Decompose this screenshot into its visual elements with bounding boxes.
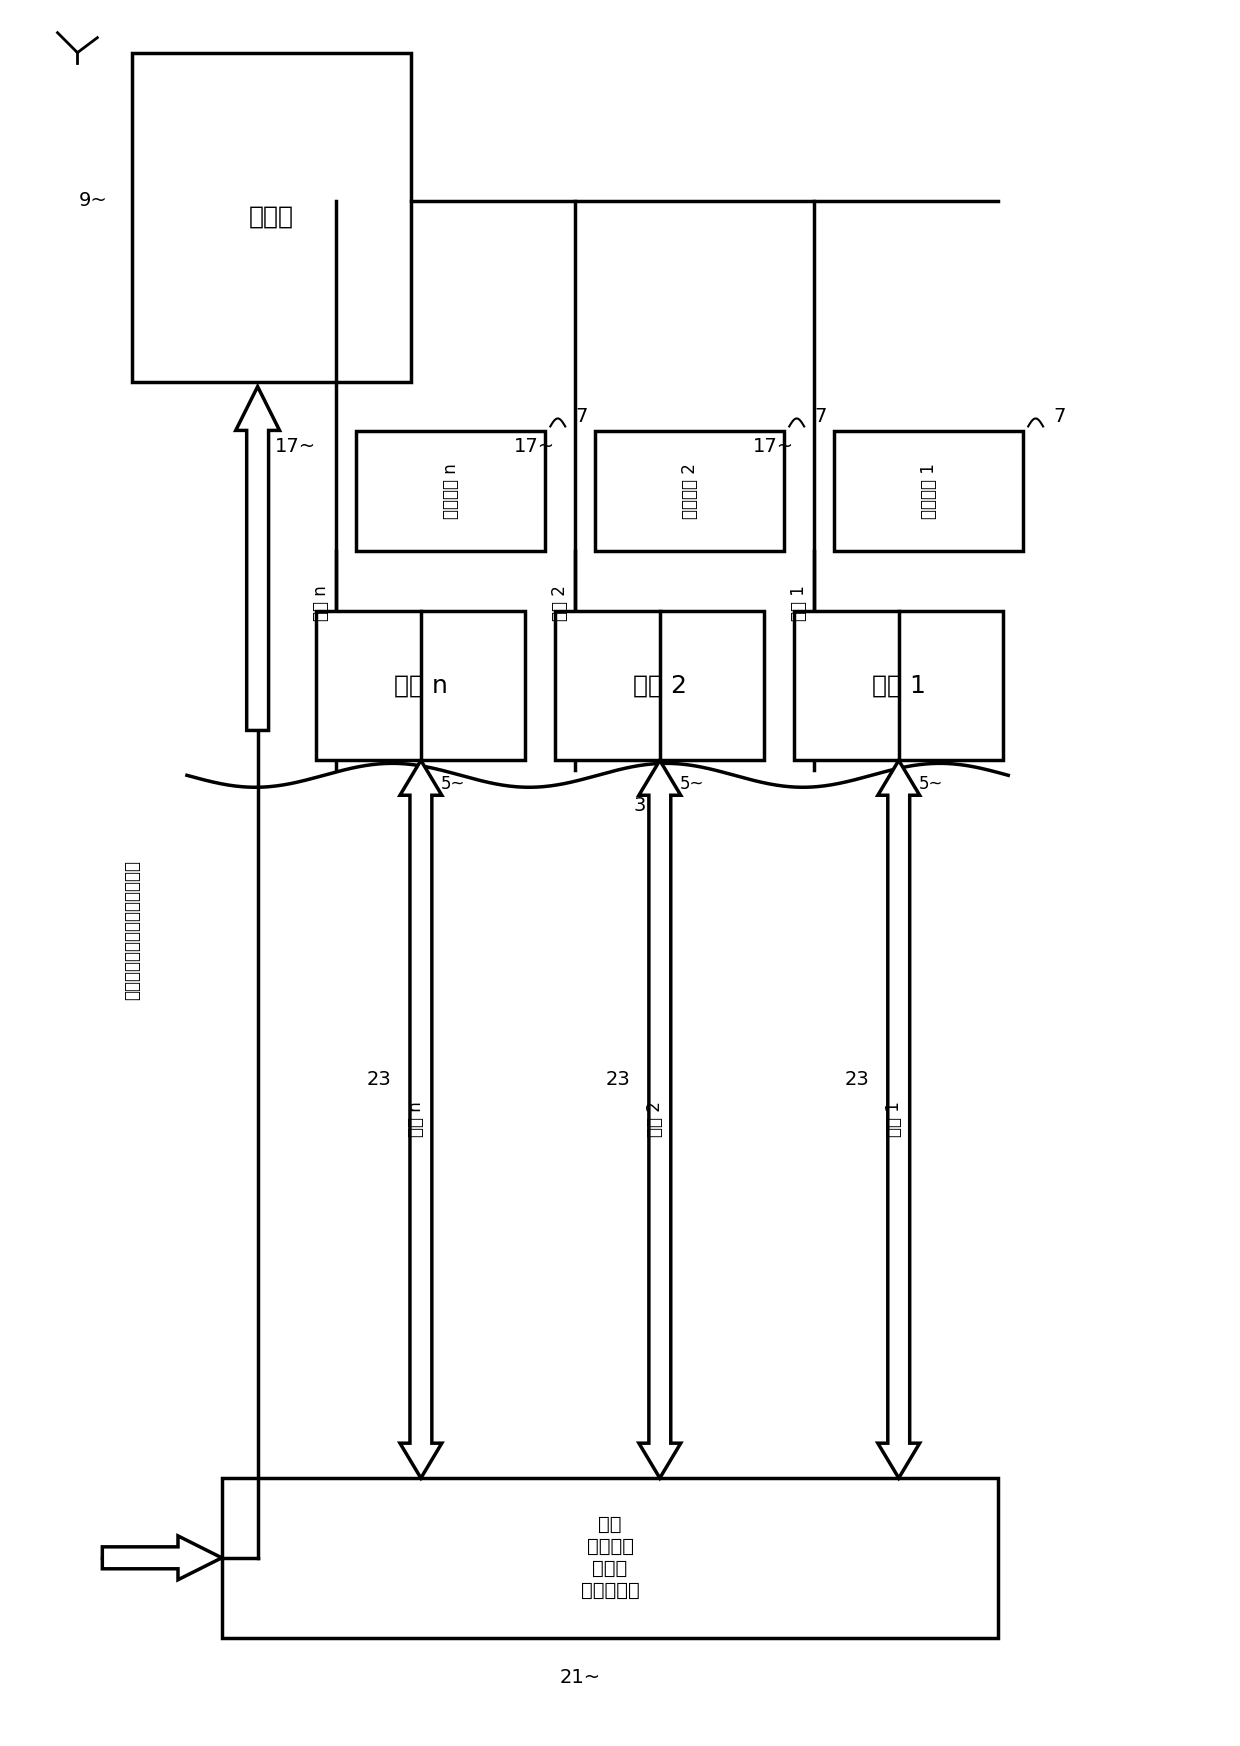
Text: 通信 1: 通信 1 (885, 1102, 903, 1137)
Text: 通信 n: 通信 n (407, 1102, 425, 1137)
Text: 23: 23 (605, 1070, 630, 1090)
Text: 通信元件 2: 通信元件 2 (681, 463, 698, 519)
Text: 5~: 5~ (919, 775, 944, 793)
Text: 3: 3 (634, 796, 646, 815)
Text: 电池 2: 电池 2 (632, 674, 687, 698)
Text: 充电器: 充电器 (249, 204, 294, 229)
Text: 电池 1: 电池 1 (872, 674, 926, 698)
Text: 指令 n: 指令 n (312, 585, 330, 622)
Polygon shape (401, 760, 441, 1479)
Text: 通信元件 1: 通信元件 1 (920, 463, 937, 519)
Bar (222, 1479, 998, 1638)
Text: 指令 1: 指令 1 (790, 585, 808, 622)
Bar (356, 431, 546, 552)
Polygon shape (236, 386, 279, 730)
Text: 用于
充电器的
特定的
电子电路板: 用于 充电器的 特定的 电子电路板 (580, 1516, 640, 1601)
Bar (133, 52, 410, 382)
Polygon shape (639, 760, 681, 1479)
Text: 7: 7 (815, 407, 827, 426)
Text: 23: 23 (844, 1070, 869, 1090)
Text: 17~: 17~ (515, 436, 556, 456)
Polygon shape (103, 1536, 222, 1580)
Text: 23: 23 (366, 1070, 391, 1090)
Text: 9~: 9~ (78, 190, 108, 210)
Text: 指令 2: 指令 2 (552, 585, 569, 622)
Text: 5~: 5~ (440, 775, 465, 793)
Text: 5~: 5~ (680, 775, 704, 793)
Bar (595, 431, 784, 552)
Polygon shape (878, 760, 920, 1479)
Text: 电池 n: 电池 n (394, 674, 448, 698)
Bar (794, 611, 1003, 760)
Text: 21~: 21~ (559, 1667, 600, 1687)
Text: 17~: 17~ (753, 436, 794, 456)
Text: 7: 7 (1053, 407, 1065, 426)
Text: 17~: 17~ (275, 436, 316, 456)
Text: 7: 7 (575, 407, 588, 426)
Text: 通信元件 n: 通信元件 n (441, 463, 460, 519)
Bar (835, 431, 1023, 552)
Bar (316, 611, 526, 760)
Text: 电子电路板与充电器之间的通信: 电子电路板与充电器之间的通信 (123, 859, 141, 1000)
Bar (556, 611, 764, 760)
Text: 通信 2: 通信 2 (646, 1102, 663, 1137)
